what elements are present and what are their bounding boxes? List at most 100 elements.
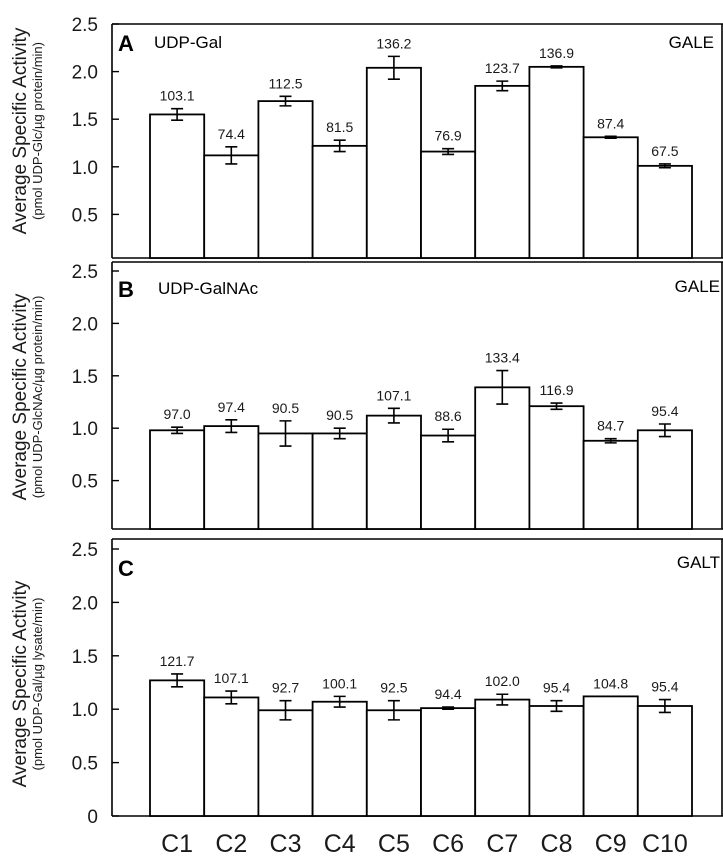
panel-b-data-label-c7: 133.4 — [485, 350, 520, 366]
panel-b-bar-c3 — [257, 432, 314, 530]
panel-c-data-label-c2: 107.1 — [214, 670, 249, 686]
panel-a-ytick-label: 2.0 — [72, 63, 98, 84]
panel-b-bar-c6 — [420, 434, 477, 530]
x-tick-label-c4: C4 — [324, 830, 356, 858]
panel-a-bar-c3 — [257, 100, 314, 259]
panel-b-enzyme: GALE — [675, 277, 720, 296]
panel-a-error-bar-c2 — [225, 146, 238, 165]
panel-c-bar-c1 — [149, 679, 206, 817]
panel-a-ytick-label: 0.5 — [72, 205, 98, 226]
x-tick-label-c7: C7 — [486, 830, 518, 858]
panel-a-ylabel: Average Specific Activity — [10, 27, 31, 234]
panel-a-ylabel-sub: (pmol UDP-Glc/µg protein/min) — [30, 42, 45, 220]
panel-b-letter: B — [118, 277, 134, 302]
panel-b-error-bar-c1 — [171, 426, 184, 435]
panel-c-data-label-c6: 94.4 — [434, 686, 461, 702]
panel-b-data-label-c10: 95.4 — [651, 403, 678, 419]
panel-c-bar-c10 — [636, 705, 693, 817]
panel-a-ytick-label: 1.0 — [72, 158, 98, 179]
panel-c-data-label-c5: 92.5 — [380, 680, 407, 696]
panel-a-error-bar-c5 — [387, 55, 400, 81]
panel-a-data-label-c8: 136.9 — [539, 45, 574, 61]
panel-c-bar-c3 — [257, 709, 314, 817]
panel-a: Average Specific Activity (pmol UDP-Glc/… — [10, 15, 723, 259]
panel-b: Average Specific Activity (pmol UDP-GlcN… — [10, 261, 723, 530]
panel-a-error-bar-c8 — [550, 65, 563, 69]
panel-c-error-bar-c4 — [333, 695, 346, 708]
x-tick-label-c5: C5 — [378, 830, 410, 858]
panel-a-error-bar-c9 — [604, 135, 617, 140]
panel-c-data-label-c7: 102.0 — [485, 673, 520, 689]
panel-c-ylabel: Average Specific Activity — [10, 580, 31, 787]
panel-b-bar-c2 — [203, 425, 260, 530]
panel-c-y-axis-label: Average Specific Activity (pmol UDP-Gal/… — [10, 580, 45, 787]
panel-c-bar-c4 — [311, 700, 368, 817]
panel-a-error-bar-c1 — [171, 107, 184, 121]
panel-c-error-bar-c1 — [171, 673, 184, 688]
panel-c-letter: C — [118, 556, 134, 581]
x-tick-label-c1: C1 — [161, 830, 193, 858]
panel-a-bar-c4 — [311, 144, 368, 259]
panel-b-data-label-c8: 116.9 — [540, 382, 574, 398]
panel-b-error-bar-c5 — [387, 407, 400, 424]
panel-b-ylabel: Average Specific Activity — [10, 293, 31, 500]
x-axis-tick-labels: C1 C2 C3 C4 C5 C6 C7 C8 C9 C10 — [161, 830, 688, 858]
panel-c-error-bar-c10 — [658, 698, 671, 714]
panel-b-ylabel-sub: (pmol UDP-GlcNAc/µg protein/min) — [30, 296, 45, 499]
x-tick-label-c9: C9 — [595, 830, 627, 858]
panel-b-error-bar-c3 — [279, 420, 292, 447]
panel-c-data-label-c1: 121.7 — [160, 653, 195, 669]
panel-b-error-bar-c6 — [442, 428, 455, 443]
panel-a-enzyme: GALE — [669, 33, 714, 52]
panel-a-y-axis-label: Average Specific Activity (pmol UDP-Glc/… — [10, 27, 45, 234]
panel-c-error-bar-c7 — [496, 693, 509, 706]
panel-c-data-label-c4: 100.1 — [322, 675, 357, 691]
panel-b-data-label-c3: 90.5 — [272, 400, 299, 416]
panel-c-ytick-label: 0.5 — [72, 754, 98, 775]
panel-a-error-bar-c10 — [658, 163, 671, 169]
panel-c-enzyme: GALT — [677, 553, 720, 572]
panel-a-bar-c6 — [420, 150, 477, 259]
panel-c-data-label-c9: 104.8 — [593, 675, 628, 691]
panel-c-bar-c5 — [365, 709, 422, 817]
panel-c-ytick-label: 1.0 — [72, 700, 98, 721]
panel-b-title: UDP-GalNAc — [158, 279, 259, 298]
panel-a-bar-c10 — [636, 164, 693, 259]
panel-a-data-label-c6: 76.9 — [434, 128, 461, 144]
panel-a-letter: A — [118, 31, 134, 56]
panel-b-ytick-label: 2.5 — [72, 262, 98, 283]
panel-a-error-bar-c4 — [333, 139, 346, 153]
panel-a-data-label-c1: 103.1 — [160, 88, 195, 104]
panel-a-data-label-c4: 81.5 — [326, 119, 353, 135]
panel-b-error-bar-c9 — [604, 437, 617, 444]
panel-b-ytick-label: 2.0 — [72, 314, 98, 335]
panel-a-ytick-label: 2.5 — [72, 15, 98, 36]
panel-c-data-label-c8: 95.4 — [543, 680, 570, 696]
panel-c-ytick-label: 2.0 — [72, 593, 98, 614]
panel-a-error-bar-c6 — [442, 147, 455, 156]
panel-a-ytick-label: 1.5 — [72, 110, 98, 131]
x-tick-label-c8: C8 — [541, 830, 573, 858]
panel-a-bar-c9 — [582, 136, 639, 259]
panel-a-data-label-c5: 136.2 — [376, 35, 411, 51]
panel-a-data-label-c10: 67.5 — [651, 143, 678, 159]
panel-c-error-bar-c8 — [550, 699, 563, 713]
panel-c-ylabel-sub: (pmol UDP-Gal/µg lysate/min) — [30, 598, 45, 771]
panel-a-bar-c7 — [474, 84, 531, 259]
panel-c-error-bar-c6 — [442, 706, 455, 710]
panel-b-bar-c10 — [636, 429, 693, 530]
panel-b-ytick-label: 1.5 — [72, 367, 98, 388]
panel-c-bar-c9 — [582, 695, 639, 817]
panel-b-data-label-c2: 97.4 — [218, 399, 245, 415]
panel-b-y-axis-label: Average Specific Activity (pmol UDP-GlcN… — [10, 293, 45, 500]
panel-b-data-label-c1: 97.0 — [163, 406, 190, 422]
panel-a-data-label-c3: 112.5 — [269, 75, 303, 91]
panel-c-bar-c6 — [420, 707, 477, 817]
panel-a-error-bar-c7 — [496, 80, 509, 92]
panel-c-ytick-label: 0 — [87, 807, 98, 828]
panel-b-error-bar-c8 — [550, 402, 563, 411]
panel-c-bar-c7 — [474, 698, 531, 817]
panel-b-data-label-c5: 107.1 — [376, 387, 411, 403]
panel-c-error-bar-c3 — [279, 699, 292, 721]
panel-a-bar-c1 — [149, 113, 206, 259]
